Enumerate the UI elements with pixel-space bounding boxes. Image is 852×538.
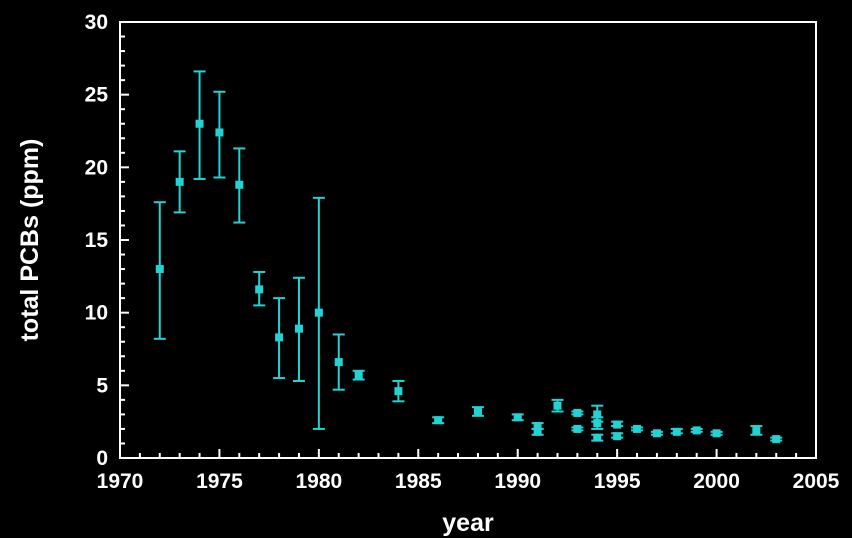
y-axis-title: total PCBs (ppm) [16, 139, 44, 342]
data-marker [533, 427, 542, 436]
y-tick-label: 25 [85, 84, 109, 107]
data-marker [354, 371, 363, 380]
data-marker [215, 128, 224, 137]
data-marker [195, 119, 204, 128]
data-point [193, 70, 206, 180]
y-tick-label: 10 [85, 302, 108, 325]
data-point [392, 379, 405, 403]
data-point [233, 147, 246, 224]
data-point [770, 435, 783, 444]
x-tick-label: 1980 [295, 470, 342, 493]
data-marker [593, 419, 602, 428]
data-marker [394, 387, 403, 396]
data-marker [652, 429, 661, 438]
data-marker [255, 285, 264, 294]
x-tick-label: 1970 [97, 470, 144, 493]
data-point [173, 150, 186, 214]
x-axis-title: year [442, 509, 494, 537]
data-point [352, 369, 365, 381]
data-marker [553, 401, 562, 410]
data-point [591, 433, 604, 442]
y-tick-label: 30 [85, 11, 108, 34]
data-point [332, 333, 345, 391]
data-point [611, 420, 624, 429]
data-marker [593, 410, 602, 419]
data-point [631, 424, 644, 433]
data-marker [235, 180, 244, 189]
data-marker [334, 358, 343, 367]
data-point [650, 429, 663, 438]
data-marks [153, 70, 783, 444]
data-point [292, 276, 305, 382]
data-marker [692, 426, 701, 435]
data-point [471, 406, 484, 417]
data-point [670, 427, 683, 436]
data-point [253, 270, 266, 307]
data-marker [533, 422, 542, 431]
data-point [710, 429, 723, 438]
y-tick-label: 15 [85, 229, 109, 252]
axes: 1970 1975 1980 1985 1990 1995 2000 2005 0 5 10 15 20… [85, 11, 840, 493]
data-point [591, 416, 604, 430]
x-tick-label: 1985 [395, 470, 442, 493]
data-marker [294, 324, 303, 333]
data-point [611, 432, 624, 441]
data-marker [613, 432, 622, 441]
x-tick-label: 2005 [793, 470, 840, 493]
data-point [153, 201, 166, 340]
y-tick-label: 20 [85, 156, 108, 179]
data-point [571, 408, 584, 417]
data-point [531, 427, 544, 436]
data-marker [573, 408, 582, 417]
data-marker [275, 333, 284, 342]
data-marker [155, 265, 164, 274]
data-point [213, 90, 226, 179]
data-marker [613, 420, 622, 429]
data-marker [712, 429, 721, 438]
data-point [690, 426, 703, 435]
data-point [551, 398, 564, 413]
data-marker [593, 433, 602, 442]
data-marker [772, 435, 781, 444]
data-marker [175, 177, 184, 186]
y-tick-label: 0 [96, 447, 108, 470]
y-tick-label: 5 [96, 374, 108, 397]
data-point [750, 425, 763, 436]
data-point [432, 416, 445, 425]
data-point [511, 413, 524, 422]
data-marker [434, 416, 443, 425]
data-point [273, 297, 286, 380]
data-marker [752, 426, 761, 435]
x-tick-label: 1975 [196, 470, 243, 493]
x-tick-label: 1995 [594, 470, 641, 493]
x-tick-label: 1990 [494, 470, 541, 493]
data-marker [573, 424, 582, 433]
data-marker [314, 308, 323, 317]
data-marker [672, 427, 681, 436]
data-marker [513, 413, 522, 422]
data-marker [633, 424, 642, 433]
data-marker [473, 407, 482, 416]
plot-frame [119, 21, 817, 459]
data-point [312, 196, 325, 430]
x-tick-label: 2000 [693, 470, 740, 493]
data-point [571, 424, 584, 433]
